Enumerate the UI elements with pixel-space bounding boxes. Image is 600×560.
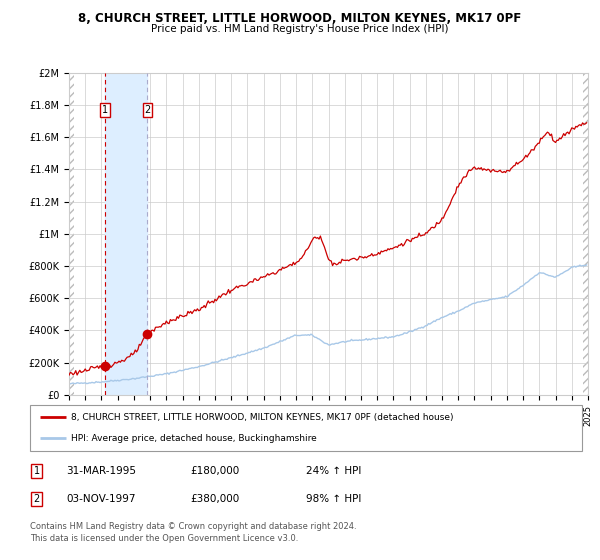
Text: £380,000: £380,000 [190,494,239,504]
Text: 8, CHURCH STREET, LITTLE HORWOOD, MILTON KEYNES, MK17 0PF (detached house): 8, CHURCH STREET, LITTLE HORWOOD, MILTON… [71,413,454,422]
Text: 03-NOV-1997: 03-NOV-1997 [66,494,136,504]
FancyBboxPatch shape [30,405,582,451]
Text: 1: 1 [34,466,40,476]
Text: 98% ↑ HPI: 98% ↑ HPI [306,494,361,504]
Text: 31-MAR-1995: 31-MAR-1995 [66,466,136,476]
Text: HPI: Average price, detached house, Buckinghamshire: HPI: Average price, detached house, Buck… [71,434,317,443]
Text: 2: 2 [144,105,151,115]
Text: 8, CHURCH STREET, LITTLE HORWOOD, MILTON KEYNES, MK17 0PF: 8, CHURCH STREET, LITTLE HORWOOD, MILTON… [79,12,521,25]
Bar [105,73,148,395]
Text: 1: 1 [102,105,108,115]
Text: 2: 2 [34,494,40,504]
Text: 24% ↑ HPI: 24% ↑ HPI [306,466,361,476]
Bar [69,73,74,395]
Text: Contains HM Land Registry data © Crown copyright and database right 2024.
This d: Contains HM Land Registry data © Crown c… [30,522,356,543]
Text: £180,000: £180,000 [190,466,239,476]
Text: Price paid vs. HM Land Registry's House Price Index (HPI): Price paid vs. HM Land Registry's House … [151,24,449,34]
Bar [583,73,588,395]
